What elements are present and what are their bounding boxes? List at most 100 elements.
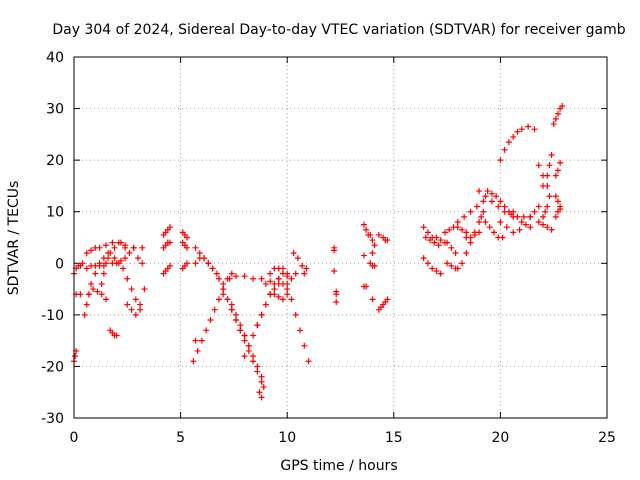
data-point [433,268,440,275]
data-point [134,255,141,262]
data-point [233,311,240,318]
data-point [448,244,455,251]
data-point [363,226,370,233]
data-point [128,306,135,313]
data-point [331,247,338,254]
data-point [284,291,291,298]
y-tick-label: -30 [41,411,64,427]
data-point [518,126,525,133]
data-point [258,275,265,282]
data-point [271,280,278,287]
data-point [437,237,444,244]
data-point [488,198,495,205]
data-point [493,193,500,200]
data-point [557,159,564,166]
series-arc-9 [107,327,120,339]
data-point [275,275,282,282]
data-point [139,260,146,267]
series-arc-58 [535,219,555,233]
data-point [501,203,508,210]
data-point [201,255,208,262]
data-point [241,337,248,344]
y-axis-label: SDTVAR / TECUs [6,181,22,296]
data-point [211,306,218,313]
data-point [132,311,139,318]
data-point [292,270,299,277]
data-point [228,270,235,277]
data-point [495,203,502,210]
data-point [491,229,498,236]
data-point [271,291,278,298]
data-point [535,203,542,210]
series-arc-23 [192,337,199,344]
data-point [166,239,173,246]
series-arc-61 [540,203,551,220]
series-arc-32 [271,291,291,303]
data-point [505,139,512,146]
series-arc-34 [290,249,310,272]
x-tick-label: 15 [385,430,403,446]
series-arc-19 [179,229,190,241]
series-arc-35 [331,244,340,305]
data-point [105,255,112,262]
data-point [128,286,135,293]
data-point [463,249,470,256]
data-point [384,296,391,303]
data-point [81,311,88,318]
series-arc-60 [540,151,555,189]
series-arc-21 [192,244,220,277]
data-point [124,275,131,282]
series-arc-55 [497,123,538,164]
series-arc-1 [71,347,80,365]
data-point [279,265,286,272]
data-point [424,260,431,267]
data-point [540,221,547,228]
data-point [100,270,107,277]
series-arc-29 [241,280,291,360]
data-point [254,322,261,329]
data-point [420,224,427,231]
series-arc-49 [454,198,487,226]
series-arc-31 [262,265,295,287]
data-point [241,332,248,339]
data-point [452,249,459,256]
data-point [554,110,561,117]
data-point [107,249,114,256]
data-point [499,234,506,241]
data-point [250,353,257,360]
data-point [371,262,378,269]
data-point [520,213,527,220]
grid [74,57,607,418]
data-point [454,224,461,231]
data-point [115,260,122,267]
data-point [516,226,523,233]
data-point [473,203,480,210]
data-point [224,296,231,303]
data-point [279,296,286,303]
x-tick-label: 20 [491,430,509,446]
data-point [535,162,542,169]
plot-frame [73,56,608,419]
data-point [531,126,538,133]
series-arc-56 [510,208,534,231]
series-arc-38 [367,231,378,303]
data-point [262,301,269,308]
data-point [486,224,493,231]
series-arc-4 [81,239,129,318]
data-point [544,172,551,179]
data-point [333,291,340,298]
data-point [241,353,248,360]
data-point [130,244,137,251]
data-point [79,260,86,267]
series-arc-36 [360,221,372,259]
data-point [478,213,485,220]
data-point [448,262,455,269]
data-point [540,182,547,189]
data-point [109,239,116,246]
data-point [331,268,338,275]
data-point [190,358,197,365]
data-point [220,280,227,287]
data-point [369,296,376,303]
series-arc-47 [444,260,459,272]
